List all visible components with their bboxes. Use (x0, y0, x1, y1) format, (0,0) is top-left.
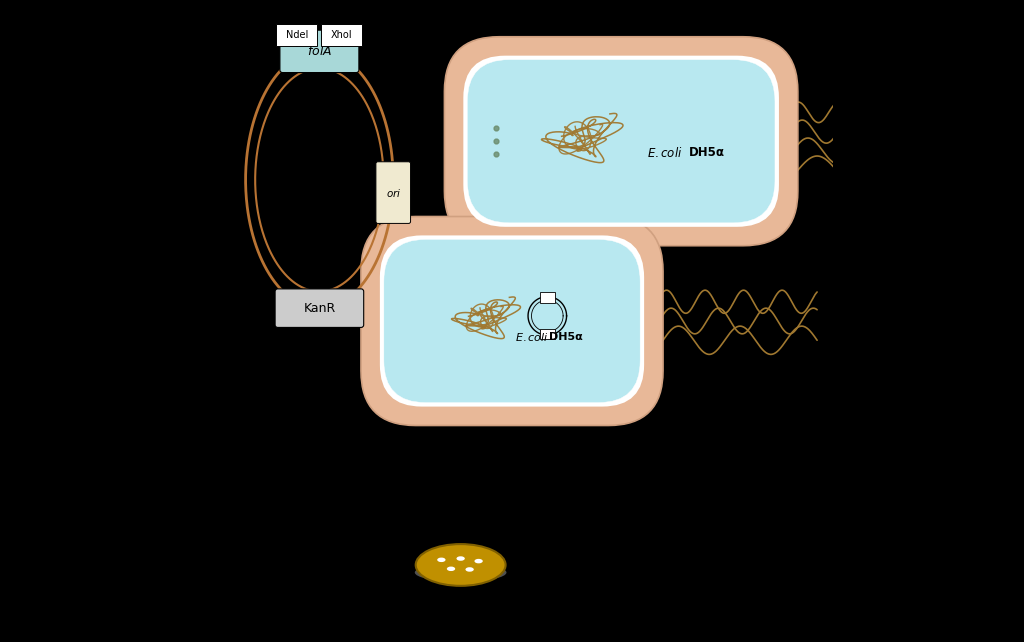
Text: DH5α: DH5α (688, 146, 725, 159)
Ellipse shape (415, 563, 507, 582)
Ellipse shape (446, 567, 456, 571)
FancyBboxPatch shape (276, 24, 317, 46)
Text: $\it{E. coli}$: $\it{E. coli}$ (515, 331, 549, 343)
Ellipse shape (416, 544, 506, 586)
FancyBboxPatch shape (540, 292, 555, 302)
FancyBboxPatch shape (463, 56, 779, 227)
FancyBboxPatch shape (322, 24, 362, 46)
Text: $\mathit{folA}$: $\mathit{folA}$ (307, 44, 332, 58)
FancyBboxPatch shape (467, 60, 775, 223)
Text: DH5α: DH5α (549, 332, 583, 342)
Text: KanR: KanR (303, 302, 336, 315)
Text: XhoI: XhoI (331, 30, 352, 40)
Text: $\it{E. coli}$: $\it{E. coli}$ (647, 146, 682, 160)
FancyBboxPatch shape (361, 216, 663, 426)
Ellipse shape (437, 557, 445, 562)
FancyBboxPatch shape (380, 236, 644, 406)
FancyBboxPatch shape (384, 239, 640, 403)
Text: $\mathit{ori}$: $\mathit{ori}$ (385, 187, 401, 198)
Ellipse shape (457, 556, 465, 561)
FancyBboxPatch shape (275, 289, 364, 327)
Ellipse shape (474, 559, 482, 564)
Ellipse shape (466, 568, 474, 572)
Text: NdeI: NdeI (286, 30, 308, 40)
FancyBboxPatch shape (540, 329, 555, 340)
FancyBboxPatch shape (376, 162, 411, 223)
FancyBboxPatch shape (280, 30, 358, 73)
FancyBboxPatch shape (444, 37, 798, 246)
